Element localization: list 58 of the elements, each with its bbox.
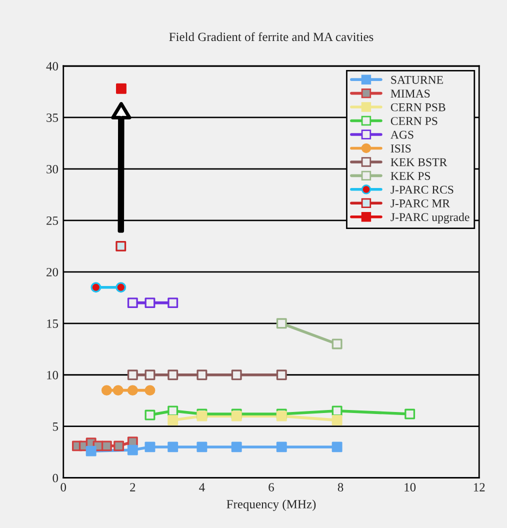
point [332,414,342,426]
x-tick-label: 2 [130,483,136,492]
legend-label: J-PARC RCS [390,186,454,194]
legend-label: KEK BSTR [390,158,448,166]
point [276,442,287,452]
x-tick-label: 0 [60,483,66,492]
point [168,406,178,416]
x-tick-label: 4 [199,483,205,492]
y-tick-label: 5 [52,422,58,431]
legend-label: ISIS [390,144,411,152]
point [168,414,178,426]
legend-label: J-PARC MR [390,199,450,208]
x-tick-label: 10 [404,483,416,492]
point [276,318,287,329]
point [332,442,342,452]
legend-label: J-PARC upgrade [390,212,470,224]
point [231,370,242,380]
y-tick-label: 35 [46,114,58,122]
point [114,440,124,452]
legend-label: AGS [390,130,414,139]
y-tick-label: 30 [46,164,58,174]
point [144,410,156,420]
legend-label: CERN PS [390,117,438,126]
point [276,370,287,380]
point [231,442,242,452]
legend-label: CERN PSB [390,103,446,112]
y-tick-label: 15 [47,319,58,328]
y-tick-label: 25 [46,216,58,225]
point [116,240,126,252]
point [168,298,178,308]
y-tick-label: 20 [46,268,58,276]
point [116,83,126,94]
y-tick-label: 0 [52,474,58,482]
x-tick-label: 12 [474,483,485,492]
point [127,370,138,380]
point [168,370,178,380]
legend-label: SATURNE [391,76,443,84]
legend-label: KEK PS [390,172,430,180]
x-axis-title: Frequency (MHz) [226,500,316,511]
point [144,370,156,380]
point [127,444,138,456]
point [404,408,416,420]
chart-title: Field Gradient of ferrite and MA cavities [169,32,374,42]
point [127,298,138,308]
point [86,446,96,456]
x-tick-label: 6 [268,483,274,492]
point [196,442,208,452]
point [332,338,342,350]
legend-label: MIMAS [390,90,430,98]
point [168,442,178,452]
point [144,298,156,308]
x-tick-label: 8 [338,483,344,492]
point [144,442,156,452]
y-tick-label: 10 [47,370,58,380]
point [196,370,208,380]
y-tick-label: 40 [46,62,58,70]
point [332,406,342,416]
point [101,440,112,452]
